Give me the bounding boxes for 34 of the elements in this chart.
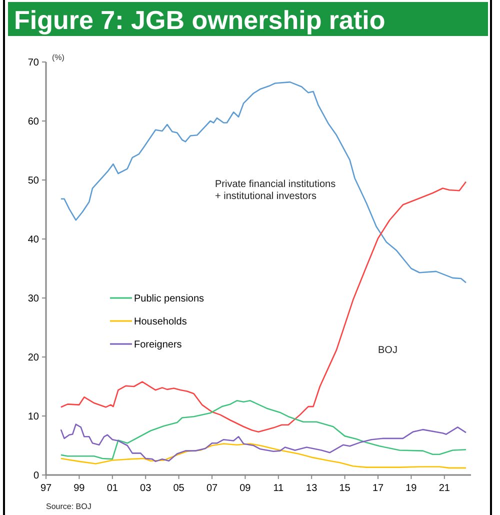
legend-label: Households xyxy=(134,316,187,328)
y-tick-label: 70 xyxy=(28,58,40,68)
x-tick-label: 17 xyxy=(372,483,384,494)
annotation: BOJ xyxy=(378,345,398,356)
x-tick-label: 03 xyxy=(140,483,152,494)
line-series xyxy=(60,443,467,469)
x-tick-label: 99 xyxy=(74,483,86,494)
y-tick-label: 20 xyxy=(28,352,40,364)
y-axis-title: (%) xyxy=(52,53,65,62)
x-tick-label: 09 xyxy=(240,483,252,494)
x-tick-label: 97 xyxy=(40,483,52,494)
y-tick-label: 10 xyxy=(28,412,40,422)
line-series xyxy=(60,81,467,284)
x-tick-label: 19 xyxy=(406,483,418,494)
source-note: Source: BOJ xyxy=(46,502,92,511)
line-series xyxy=(60,400,467,460)
line-series xyxy=(60,424,467,462)
annotation: Private financial institutions + institutional investors xyxy=(215,179,336,202)
x-tick-label: 07 xyxy=(206,483,218,494)
line-series xyxy=(60,181,467,433)
legend-label: Foreigners xyxy=(134,340,182,350)
x-tick-label: 11 xyxy=(273,483,284,494)
x-tick-label: 01 xyxy=(106,483,118,494)
chart-title: Figure 7: JGB ownership ratio xyxy=(14,5,386,35)
x-tick-label: 21 xyxy=(438,483,450,494)
y-tick-label: 40 xyxy=(28,234,40,246)
y-tick-label: 60 xyxy=(28,116,40,128)
y-tick-label: 30 xyxy=(28,294,40,304)
x-tick-label: 15 xyxy=(339,483,351,494)
y-tick-label: 0 xyxy=(33,470,40,482)
x-tick-label: 13 xyxy=(306,483,318,494)
x-tick-label: 05 xyxy=(173,483,185,494)
y-tick-label: 50 xyxy=(28,176,40,186)
legend-label: Public pensions xyxy=(134,294,204,304)
